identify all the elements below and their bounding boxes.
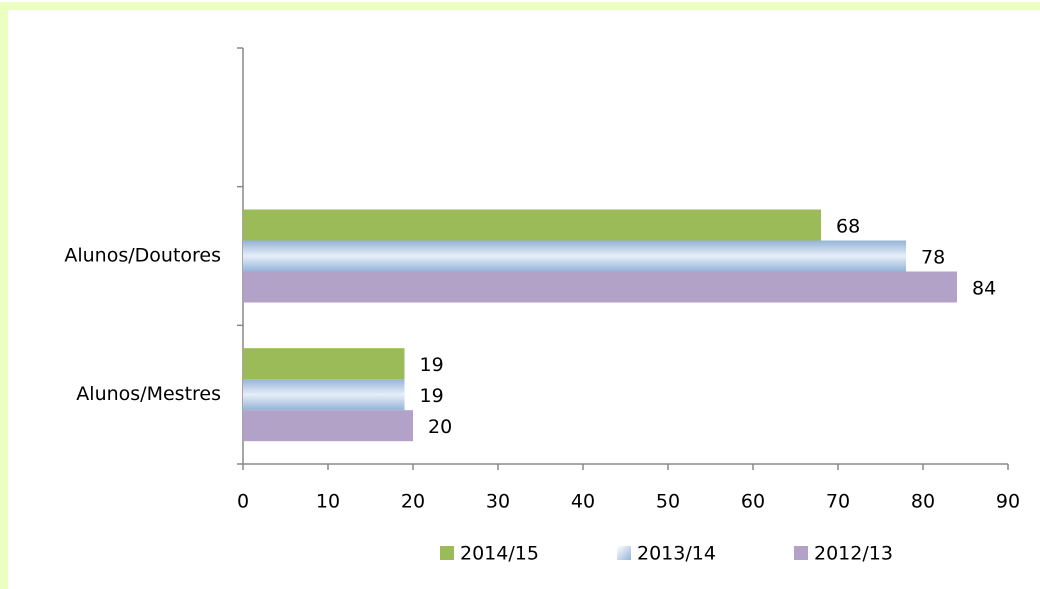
legend-swatch xyxy=(440,546,454,560)
x-tick-label: 10 xyxy=(316,491,340,513)
x-tick-label: 30 xyxy=(486,491,510,513)
x-tick-label: 40 xyxy=(571,491,595,513)
bar xyxy=(243,271,957,303)
bar xyxy=(243,410,413,442)
data-label: 78 xyxy=(921,247,945,269)
x-tick-label: 60 xyxy=(741,491,765,513)
bar xyxy=(243,348,405,380)
bar xyxy=(243,379,405,411)
legend-swatch xyxy=(617,546,631,560)
x-tick-label: 90 xyxy=(996,491,1020,513)
y-tick-label: Alunos/Doutores xyxy=(64,245,221,267)
data-label: 19 xyxy=(420,354,444,376)
bar xyxy=(243,209,821,241)
x-tick-label: 20 xyxy=(401,491,425,513)
data-label: 68 xyxy=(836,216,860,238)
legend-label: 2014/15 xyxy=(460,543,539,565)
x-tick-label: 0 xyxy=(237,491,249,513)
bar xyxy=(243,240,906,272)
x-tick-label: 70 xyxy=(826,491,850,513)
y-tick-label: Alunos/Mestres xyxy=(76,383,221,405)
data-label: 19 xyxy=(420,385,444,407)
data-label: 20 xyxy=(428,416,452,438)
data-label: 84 xyxy=(972,278,996,300)
x-tick-label: 50 xyxy=(656,491,680,513)
legend-label: 2012/13 xyxy=(814,543,893,565)
x-tick-label: 80 xyxy=(911,491,935,513)
legend-label: 2013/14 xyxy=(637,543,716,565)
legend-swatch xyxy=(794,546,808,560)
